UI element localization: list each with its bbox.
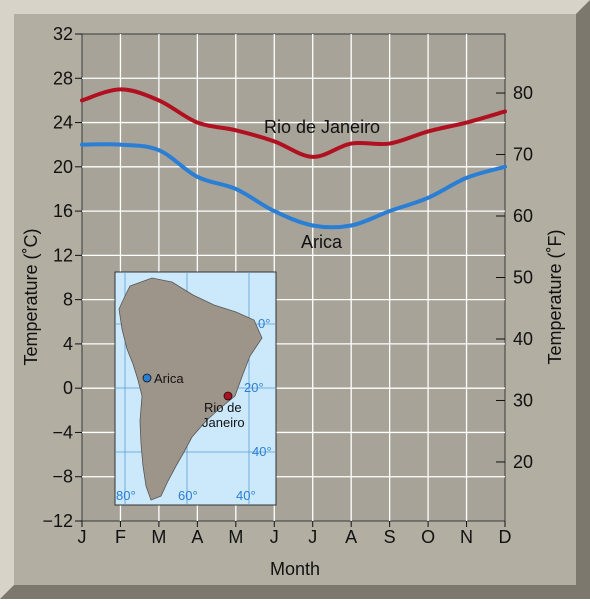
y-tick-label-fahrenheit: 70 bbox=[513, 145, 533, 165]
data-point-rio-de-janeiro bbox=[118, 87, 122, 91]
y-tick-label-celsius: −8 bbox=[52, 467, 73, 487]
rio-de-janeiro-marker bbox=[223, 391, 233, 401]
series-label-arica: Arica bbox=[301, 232, 343, 252]
data-point-rio-de-janeiro bbox=[195, 121, 199, 125]
x-tick-label: A bbox=[191, 527, 203, 547]
y-tick-label-celsius: 4 bbox=[63, 334, 73, 354]
map-lon-label-60: 60° bbox=[178, 488, 198, 503]
y-tick-label-celsius: 32 bbox=[53, 24, 73, 44]
data-point-arica bbox=[349, 223, 353, 227]
x-tick-label: J bbox=[270, 527, 279, 547]
y-tick-label-fahrenheit: 50 bbox=[513, 268, 533, 288]
inset-map: 0° 20° 40° 80° 60° 40° Arica Rio de Jane… bbox=[114, 271, 277, 506]
x-tick-label: M bbox=[228, 527, 243, 547]
map-lat-label-20: 20° bbox=[244, 380, 264, 395]
data-point-arica bbox=[234, 187, 238, 191]
x-axis-label: Month bbox=[270, 559, 320, 579]
y-tick-label-celsius: 20 bbox=[53, 157, 73, 177]
x-tick-label: N bbox=[460, 527, 473, 547]
data-point-rio-de-janeiro bbox=[157, 98, 161, 102]
x-tick-label: F bbox=[115, 527, 126, 547]
y-tick-label-fahrenheit: 80 bbox=[513, 83, 533, 103]
data-point-arica bbox=[80, 143, 84, 147]
data-point-arica bbox=[272, 209, 276, 213]
right-axis: 80 70 60 50 40 30 20 bbox=[496, 83, 533, 472]
y-tick-label-celsius: 28 bbox=[53, 68, 73, 88]
x-tick-label: J bbox=[78, 527, 87, 547]
data-point-rio-de-janeiro bbox=[426, 129, 430, 133]
y-tick-label-fahrenheit: 30 bbox=[513, 390, 533, 410]
data-point-arica bbox=[465, 176, 469, 180]
data-point-rio-de-janeiro bbox=[388, 142, 392, 146]
x-tick-label: M bbox=[151, 527, 166, 547]
map-label-rio-line2: Janeiro bbox=[202, 415, 245, 430]
data-point-rio-de-janeiro bbox=[349, 142, 353, 146]
arica-marker bbox=[142, 373, 152, 383]
data-point-rio-de-janeiro bbox=[465, 121, 469, 125]
y-axis-label-fahrenheit: Temperature (˚F) bbox=[545, 229, 565, 364]
y-axis-label-celsius: Temperature (˚C) bbox=[21, 228, 41, 365]
data-point-arica bbox=[157, 148, 161, 152]
map-label-rio-line1: Rio de bbox=[204, 400, 242, 415]
series-line-rio-de-janeiro bbox=[80, 87, 507, 159]
y-tick-label-celsius: −12 bbox=[42, 511, 73, 531]
x-tick-label: O bbox=[421, 527, 435, 547]
y-tick-label-celsius: 16 bbox=[53, 201, 73, 221]
y-tick-label-celsius: 12 bbox=[53, 245, 73, 265]
data-point-arica bbox=[388, 209, 392, 213]
x-tick-label: J bbox=[308, 527, 317, 547]
map-lat-label-0: 0° bbox=[258, 316, 270, 331]
data-point-arica bbox=[503, 165, 507, 169]
y-tick-label-celsius: 24 bbox=[53, 113, 73, 133]
data-point-arica bbox=[311, 223, 315, 227]
data-point-rio-de-janeiro bbox=[234, 128, 238, 132]
y-tick-label-fahrenheit: 20 bbox=[513, 452, 533, 472]
south-america-landmass bbox=[118, 277, 263, 501]
data-point-rio-de-janeiro bbox=[311, 155, 315, 159]
series-label-rio-de-janeiro: Rio de Janeiro bbox=[264, 117, 380, 137]
x-tick-label: S bbox=[384, 527, 396, 547]
data-point-rio-de-janeiro bbox=[272, 139, 276, 143]
y-tick-label-celsius: −4 bbox=[52, 422, 73, 442]
y-tick-label-celsius: 8 bbox=[63, 290, 73, 310]
y-tick-label-fahrenheit: 40 bbox=[513, 329, 533, 349]
data-point-rio-de-janeiro bbox=[503, 109, 507, 113]
data-point-arica bbox=[195, 175, 199, 179]
data-point-arica bbox=[118, 143, 122, 147]
x-tick-label: A bbox=[345, 527, 357, 547]
map-lat-label-40: 40° bbox=[252, 444, 272, 459]
series-lines bbox=[80, 87, 507, 230]
map-lon-label-40: 40° bbox=[236, 488, 256, 503]
left-axis: 32 28 24 20 16 12 8 4 0 −4 −8 −12 bbox=[42, 24, 82, 531]
y-tick-label-celsius: 0 bbox=[63, 378, 73, 398]
x-tick-label: D bbox=[499, 527, 512, 547]
series-line-arica bbox=[80, 142, 507, 230]
data-point-arica bbox=[426, 196, 430, 200]
map-label-arica: Arica bbox=[154, 371, 184, 386]
map-lon-label-80: 80° bbox=[116, 488, 136, 503]
y-tick-label-fahrenheit: 60 bbox=[513, 206, 533, 226]
data-point-rio-de-janeiro bbox=[80, 98, 84, 102]
